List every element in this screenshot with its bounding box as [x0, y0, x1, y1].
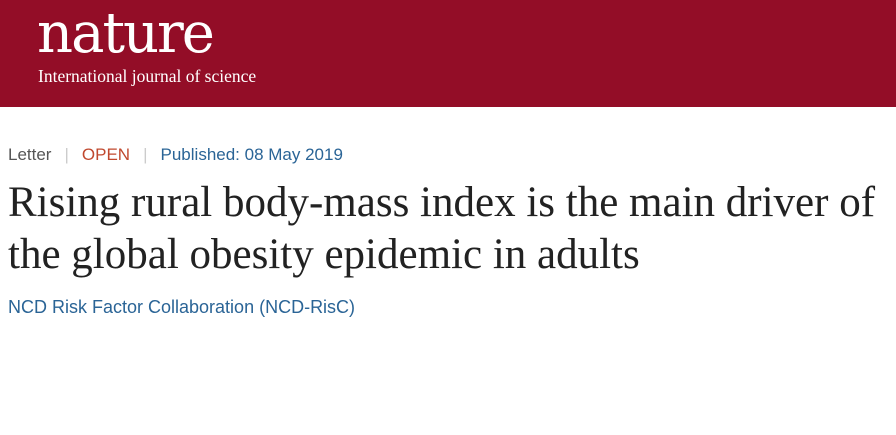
open-access-badge: OPEN	[81, 145, 131, 164]
article-meta: Letter | OPEN | Published: 08 May 2019	[8, 143, 888, 167]
divider: |	[143, 145, 148, 164]
article-title: Rising rural body-mass index is the main…	[8, 179, 876, 278]
published-date: Published: 08 May 2019	[160, 145, 343, 164]
site-header: nature International journal of science	[0, 0, 896, 107]
author-link[interactable]: NCD Risk Factor Collaboration (NCD-RisC)	[8, 297, 356, 317]
tagline: International journal of science	[38, 66, 257, 86]
article-header: Letter | OPEN | Published: 08 May 2019 Risin…	[0, 107, 896, 319]
nature-logo[interactable]: nature	[37, 1, 215, 66]
divider: |	[64, 145, 69, 164]
article-type: Letter	[8, 145, 52, 164]
